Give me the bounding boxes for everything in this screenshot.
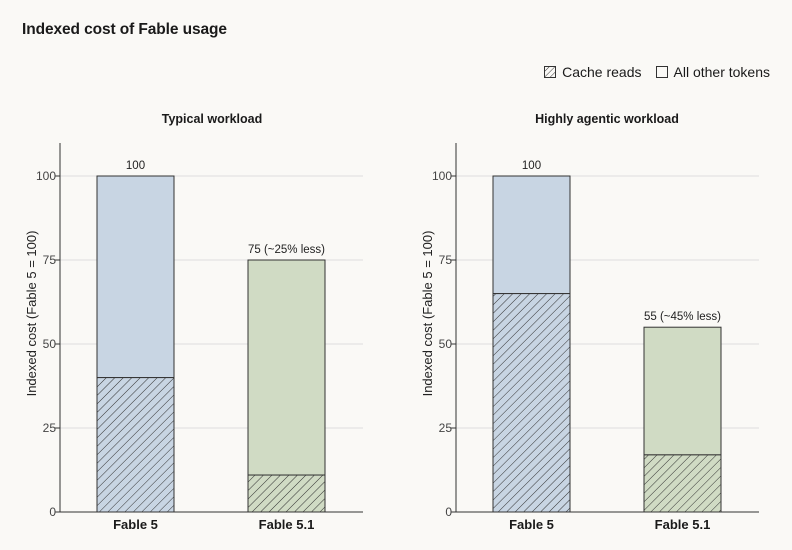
bar-segment-cache-reads-hatch [492, 293, 571, 513]
y-tick-label: 50 [439, 337, 453, 351]
x-tick-label: Fable 5.1 [259, 517, 315, 532]
bar-value-label: 55 (~45% less) [644, 311, 721, 323]
y-axis-label: Indexed cost (Fable 5 = 100) [24, 231, 39, 397]
bar-value-label: 100 [522, 160, 541, 172]
x-tick-label: Fable 5 [113, 517, 158, 532]
bar-segment-other-tokens [643, 326, 722, 456]
x-tick-label: Fable 5.1 [655, 517, 711, 532]
legend-label-other-tokens: All other tokens [673, 64, 771, 80]
legend-item-cache-reads: Cache reads [544, 64, 642, 80]
y-tick-label: 0 [49, 505, 56, 519]
bar-segment-cache-reads-hatch [643, 454, 722, 513]
bar-segment-other-tokens [247, 259, 326, 476]
y-tick-label: 100 [432, 169, 452, 183]
bar-segment-other-tokens [492, 175, 571, 295]
bar-segment-cache-reads-hatch [96, 377, 175, 513]
panel-title: Highly agentic workload [535, 112, 679, 126]
bar-segment-other-tokens [96, 175, 175, 379]
y-tick-label: 25 [43, 421, 57, 435]
bar-value-label: 100 [126, 160, 145, 172]
y-axis-label: Indexed cost (Fable 5 = 100) [420, 231, 435, 397]
bar-value-label: 75 (~25% less) [248, 244, 325, 256]
y-tick-label: 75 [43, 253, 57, 267]
y-tick-label: 0 [445, 505, 452, 519]
legend-item-other-tokens: All other tokens [655, 64, 771, 80]
y-tick-label: 100 [36, 169, 56, 183]
bar-segment-cache-reads-hatch [247, 474, 326, 513]
x-tick-label: Fable 5 [509, 517, 554, 532]
legend-swatch-cache-reads [544, 66, 557, 78]
y-tick-label: 50 [43, 337, 57, 351]
legend-label-cache-reads: Cache reads [562, 64, 642, 80]
y-tick-label: 75 [439, 253, 453, 267]
panel-title: Typical workload [162, 112, 263, 126]
y-tick-label: 25 [439, 421, 453, 435]
chart-title: Indexed cost of Fable usage [22, 21, 227, 38]
legend: Cache reads All other tokens [544, 64, 770, 80]
legend-swatch-other-tokens [655, 66, 668, 78]
